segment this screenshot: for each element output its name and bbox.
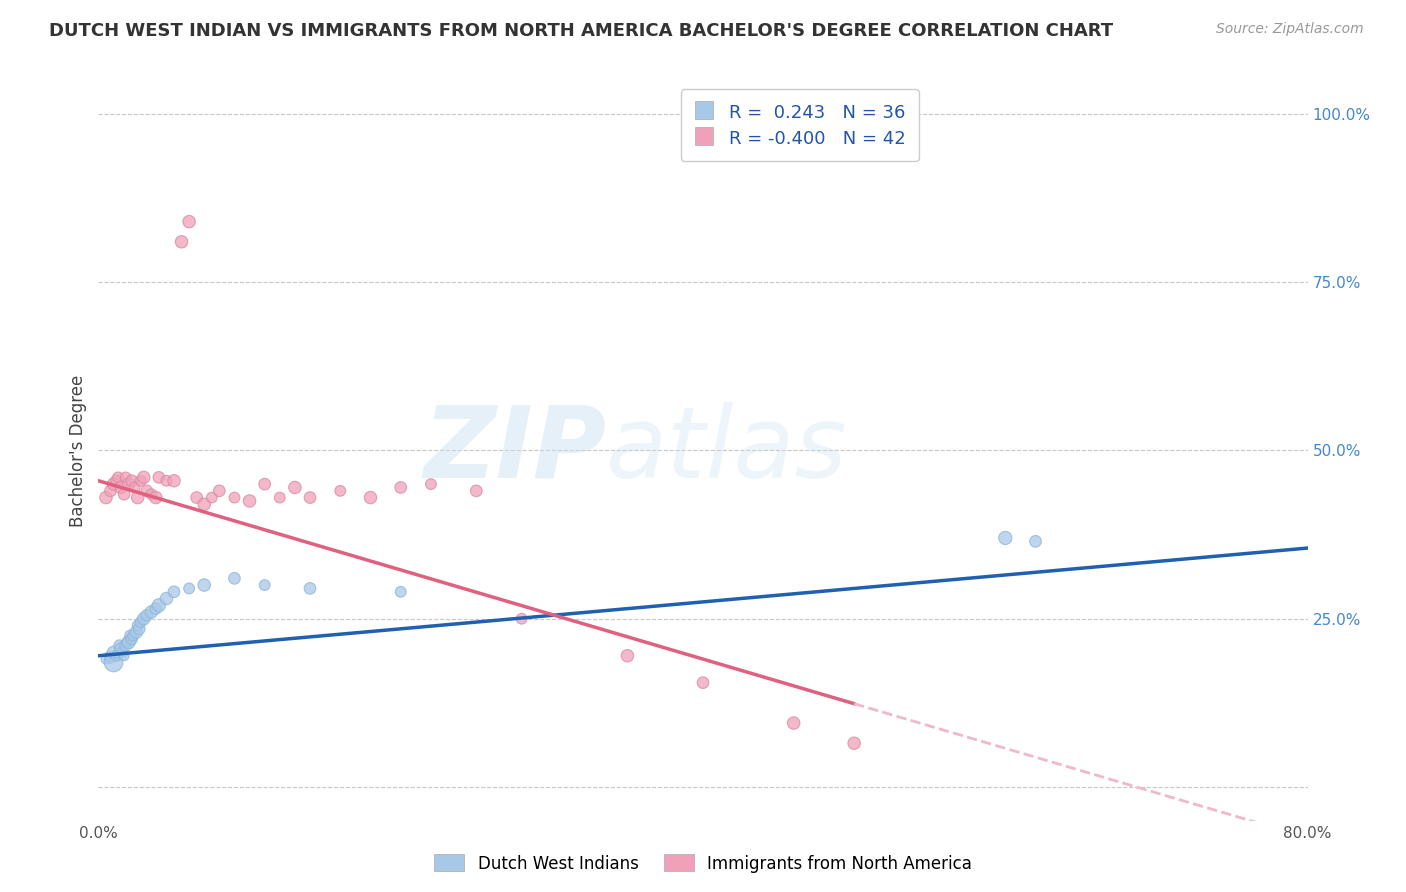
Point [148,470,170,484]
Legend: Dutch West Indians, Immigrants from North America: Dutch West Indians, Immigrants from Nort… [427,847,979,880]
Point [148,599,170,613]
Legend: R =  0.243   N = 36, R = -0.400   N = 42: R = 0.243 N = 36, R = -0.400 N = 42 [681,89,918,161]
Point [118,477,141,491]
Point [179,214,201,228]
Point [155,474,177,488]
Point [105,474,128,488]
Point [100,650,122,665]
Point [163,584,186,599]
Point [107,647,129,661]
Point [125,625,148,640]
Point [389,584,412,599]
Point [224,491,246,505]
Point [269,491,291,505]
Point [253,578,276,592]
Point [107,470,129,484]
Point [465,483,488,498]
Point [122,628,145,642]
Point [132,470,155,484]
Point [94,491,117,505]
Point [115,635,138,649]
Point [103,645,125,659]
Point [224,571,246,585]
Point [114,639,136,653]
Point [163,474,186,488]
Point [329,483,352,498]
Point [110,642,132,657]
Point [112,648,135,663]
Point [103,656,125,670]
Point [994,531,1017,545]
Point [141,487,163,501]
Point [121,632,143,646]
Point [121,474,143,488]
Point [193,578,215,592]
Point [201,491,224,505]
Point [239,494,262,508]
Point [127,618,149,632]
Point [145,601,167,615]
Text: DUTCH WEST INDIAN VS IMMIGRANTS FROM NORTH AMERICA BACHELOR'S DEGREE CORRELATION: DUTCH WEST INDIAN VS IMMIGRANTS FROM NOR… [49,22,1114,40]
Point [118,635,141,649]
Point [616,648,638,663]
Point [94,652,117,666]
Point [98,648,121,663]
Point [299,491,322,505]
Point [193,497,215,511]
Point [132,612,155,626]
Point [510,612,533,626]
Point [120,628,142,642]
Point [124,480,146,494]
Point [179,582,201,596]
Point [128,622,150,636]
Point [112,487,135,501]
Point [135,608,157,623]
Point [135,483,157,498]
Point [844,736,866,750]
Point [105,648,128,663]
Point [145,491,167,505]
Point [129,615,152,629]
Point [100,483,122,498]
Point [108,639,131,653]
Point [155,591,177,606]
Point [360,491,382,505]
Point [141,605,163,619]
Point [111,645,134,659]
Point [299,582,322,596]
Point [284,480,307,494]
Text: Source: ZipAtlas.com: Source: ZipAtlas.com [1216,22,1364,37]
Point [110,480,132,494]
Point [389,480,412,494]
Text: ZIP: ZIP [423,402,606,499]
Point [170,235,193,249]
Point [208,483,231,498]
Point [186,491,208,505]
Point [129,474,152,488]
Y-axis label: Bachelor's Degree: Bachelor's Degree [69,375,87,526]
Text: atlas: atlas [606,402,848,499]
Point [253,477,276,491]
Point [692,675,714,690]
Point [103,477,125,491]
Point [420,477,443,491]
Point [114,470,136,484]
Point [783,716,806,731]
Point [127,491,149,505]
Point [1024,534,1046,549]
